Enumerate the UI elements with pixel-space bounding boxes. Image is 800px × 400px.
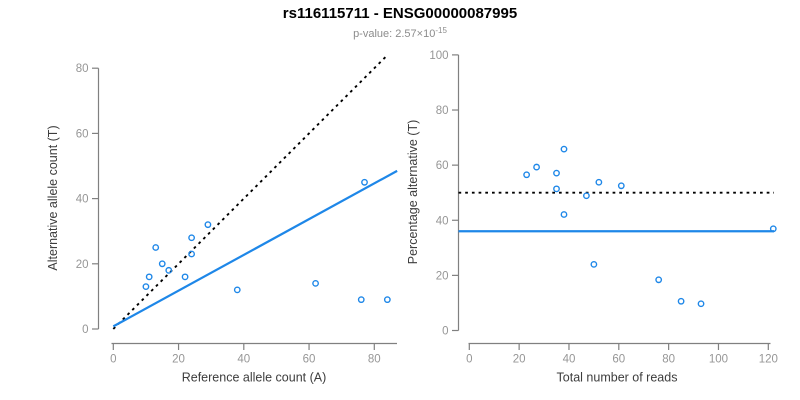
x-tick-label: 60 bbox=[612, 354, 625, 366]
pvalue-subtitle: p-value: 2.57×10-15 bbox=[0, 26, 800, 40]
y-tick-label: 20 bbox=[76, 259, 89, 271]
x-tick-label: 60 bbox=[303, 354, 316, 366]
data-point bbox=[560, 211, 568, 218]
data-point bbox=[165, 266, 173, 274]
pvalue-exponent: -15 bbox=[435, 26, 447, 35]
data-point bbox=[553, 185, 560, 193]
data-point bbox=[553, 169, 560, 177]
data-point bbox=[142, 283, 150, 291]
x-tick-label: 100 bbox=[709, 354, 728, 366]
data-point bbox=[233, 286, 241, 294]
data-point bbox=[769, 225, 777, 233]
y-tick-label: 60 bbox=[76, 128, 89, 140]
identity-line bbox=[112, 54, 389, 330]
data-point bbox=[697, 300, 705, 308]
x-tick-label: 40 bbox=[563, 354, 576, 366]
x-tick-label: 80 bbox=[662, 354, 675, 366]
data-point bbox=[181, 273, 189, 281]
y-tick-label: 60 bbox=[436, 160, 449, 172]
y-axis-title: Alternative allele count (T) bbox=[46, 125, 60, 270]
data-point bbox=[383, 296, 391, 304]
y-tick-label: 80 bbox=[76, 63, 89, 75]
data-point bbox=[595, 178, 603, 186]
y-tick-label: 80 bbox=[436, 105, 449, 117]
x-tick-label: 20 bbox=[513, 354, 526, 366]
figure-title: rs116115711 - ENSG00000087995 bbox=[282, 5, 518, 22]
data-point bbox=[533, 163, 540, 171]
data-point bbox=[361, 178, 368, 186]
data-point bbox=[523, 171, 531, 179]
pvalue-base: 10 bbox=[423, 28, 436, 40]
data-point bbox=[677, 297, 685, 305]
allele-counts-plot: 0 20 40 60 80 0 20 40 60 80 Reference allele count… bbox=[46, 54, 398, 385]
percentage-alternative-plot: 0 20 40 60 80 100 0 20 40 60 80 100 120 Total number … bbox=[406, 50, 778, 385]
data-point bbox=[204, 221, 212, 229]
x-tick-label: 40 bbox=[237, 354, 250, 366]
data-point bbox=[655, 276, 663, 284]
y-tick-label: 0 bbox=[442, 326, 448, 338]
regression-line bbox=[112, 169, 398, 328]
data-point bbox=[188, 234, 196, 242]
x-tick-label: 80 bbox=[368, 354, 381, 366]
data-point bbox=[188, 250, 196, 258]
y-tick-label: 0 bbox=[82, 324, 88, 336]
data-point bbox=[312, 279, 319, 287]
data-point bbox=[158, 260, 166, 268]
data-point bbox=[617, 182, 625, 190]
y-tick-label: 40 bbox=[436, 215, 449, 227]
data-point bbox=[152, 244, 160, 251]
x-tick-label: 0 bbox=[110, 354, 116, 366]
data-point bbox=[583, 192, 590, 200]
y-tick-label: 40 bbox=[76, 194, 89, 206]
multiply-sign: × bbox=[416, 28, 424, 40]
x-tick-label: 0 bbox=[466, 354, 472, 366]
data-point bbox=[145, 273, 153, 281]
y-tick-label: 20 bbox=[436, 270, 449, 282]
data-point bbox=[560, 145, 568, 153]
data-point bbox=[357, 296, 365, 304]
data-point bbox=[590, 260, 598, 268]
x-tick-label: 120 bbox=[759, 354, 778, 366]
x-tick-label: 20 bbox=[172, 354, 185, 366]
y-tick-label: 100 bbox=[429, 50, 448, 62]
y-axis-title: Percentage alternative (T) bbox=[406, 120, 420, 265]
x-axis-title: Reference allele count (A) bbox=[182, 371, 327, 385]
x-axis-title: Total number of reads bbox=[557, 371, 678, 385]
pvalue-prefix: p-value: 2.57 bbox=[353, 28, 417, 40]
